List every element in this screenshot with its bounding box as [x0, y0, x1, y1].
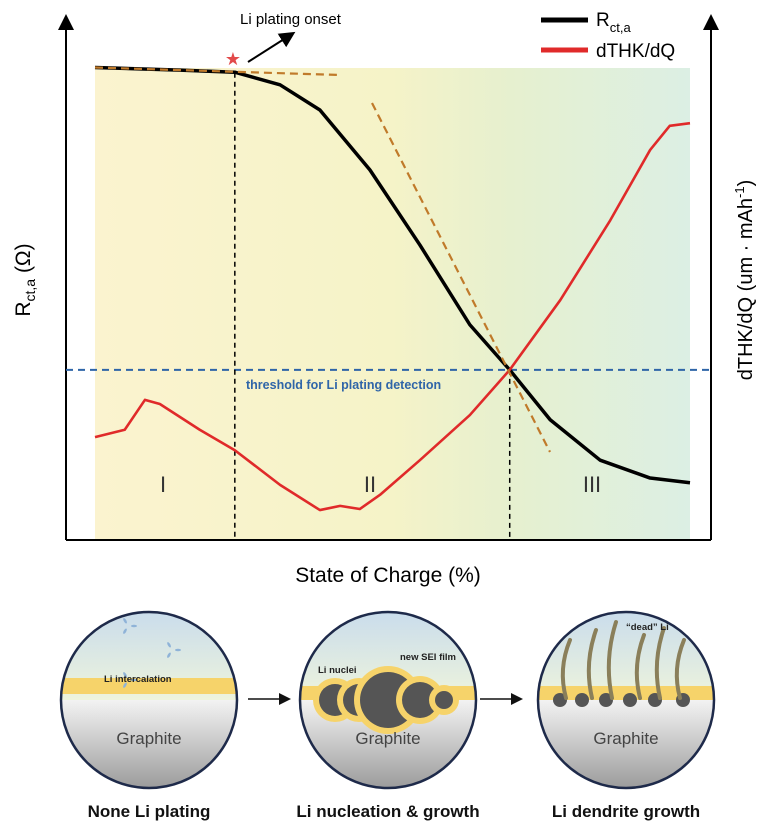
- label-dead-li: “dead” Li: [626, 622, 669, 633]
- caption-li-dendrite-growth: Li dendrite growth: [551, 802, 701, 821]
- tangent-plateau: [94, 66, 341, 77]
- li-ion-icon: [123, 672, 127, 678]
- li-ion-icon: [123, 682, 127, 688]
- li-ion-icon: [123, 628, 127, 634]
- illustration-none: Graphite: [59, 610, 239, 790]
- li-ion-icon: [123, 618, 127, 624]
- li-ion-icon: [131, 624, 137, 628]
- region-label-I: I: [160, 472, 166, 497]
- legend-label-rct: Rct,a: [596, 10, 631, 35]
- illustration-nucleation: Graphite: [298, 610, 478, 790]
- li-dendrite: [654, 626, 666, 700]
- caption-li-nucleation-growth: Li nucleation & growth: [296, 802, 480, 821]
- li-dendrite: [674, 638, 686, 700]
- li-ion-icon: [131, 678, 137, 682]
- illustrations: Graphite Graphite Graphite Li intercalatio…: [59, 610, 716, 790]
- threshold-label: threshold for Li plating detection: [246, 378, 441, 392]
- onset-label: Li plating onset: [240, 11, 342, 28]
- graphite-label: Graphite: [116, 729, 181, 748]
- label-li-nuclei: Li nuclei: [318, 665, 357, 676]
- illustration-border: [59, 610, 239, 790]
- illustration-border: [536, 610, 716, 790]
- axes: [58, 14, 719, 541]
- y-axis-right-label: dTHK/dQ (um · mAh-1): [732, 180, 757, 381]
- illustration-border: [298, 610, 478, 790]
- label-new-sei-film: new SEI film: [400, 652, 456, 663]
- li-nucleus: [599, 693, 613, 707]
- region-background: [95, 68, 690, 540]
- li-dendrite: [586, 628, 598, 700]
- li-ion-icon: [175, 648, 181, 652]
- illustration-dendrite: Graphite: [536, 610, 716, 790]
- onset-star-icon: ★: [225, 49, 241, 69]
- li-dendrite: [560, 638, 572, 700]
- y-axis-left-label: Rct,a (Ω): [12, 243, 38, 316]
- li-nucleus: [402, 682, 438, 718]
- series-line-dthk-dq: [94, 121, 691, 512]
- li-nucleus: [575, 693, 589, 707]
- li-ion-icon: [167, 642, 171, 648]
- legend: Rct,a dTHK/dQ: [541, 10, 675, 62]
- tangent-slope: [371, 102, 551, 453]
- sei-layer: [61, 678, 237, 694]
- caption-none-li-plating: None Li plating: [87, 802, 211, 821]
- li-ion-icon: [167, 652, 171, 658]
- label-li-intercalation: Li intercalation: [104, 674, 172, 685]
- region-label-II: II: [364, 472, 376, 497]
- li-nucleus: [553, 693, 567, 707]
- li-dendrite: [634, 633, 646, 700]
- li-dendrite: [606, 620, 618, 700]
- graphite-label: Graphite: [355, 729, 420, 748]
- legend-label-dthk: dTHK/dQ: [596, 41, 675, 62]
- x-axis-label: State of Charge (%): [295, 564, 481, 587]
- region-label-III: III: [583, 472, 601, 497]
- onset-arrow: [247, 31, 296, 63]
- chart: State of Charge (%) Rct,a (Ω) dTHK/dQ (u…: [12, 10, 757, 587]
- li-nucleus: [435, 691, 453, 709]
- graphite-label: Graphite: [593, 729, 658, 748]
- series-line-rct: [94, 65, 691, 485]
- li-nucleus: [623, 693, 637, 707]
